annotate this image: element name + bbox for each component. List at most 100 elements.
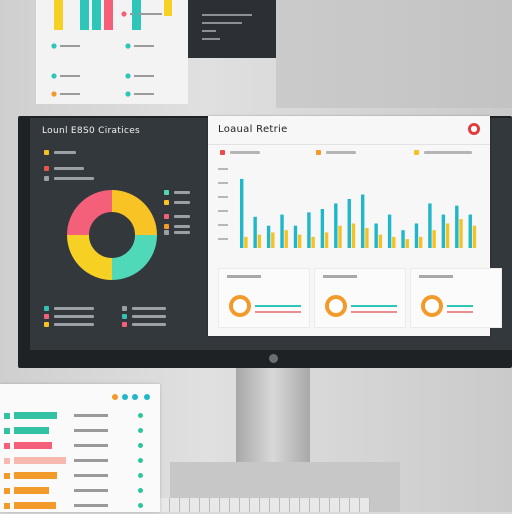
progress-bar [14, 472, 57, 479]
background-dashboard-print [36, 0, 188, 104]
bar[interactable] [472, 225, 477, 248]
stat-card[interactable] [314, 268, 406, 328]
list-item[interactable] [0, 481, 160, 499]
bar[interactable] [244, 236, 248, 248]
bar[interactable] [347, 198, 351, 248]
legend-label [424, 151, 472, 154]
bar[interactable] [441, 214, 446, 248]
bar[interactable] [401, 230, 405, 248]
row-chip [4, 443, 10, 449]
bar[interactable] [378, 234, 383, 248]
status-dot [121, 11, 127, 17]
legend-swatch [164, 224, 169, 229]
list-label [60, 45, 80, 47]
bar[interactable] [405, 239, 409, 248]
background-dark-panel [188, 0, 276, 58]
list-item[interactable] [0, 496, 160, 514]
legend-swatch [122, 306, 127, 311]
legend-swatch [44, 322, 49, 327]
bar[interactable] [459, 219, 463, 248]
bar[interactable] [334, 203, 338, 248]
window-control-dot[interactable] [112, 394, 118, 400]
legend-label [326, 151, 356, 154]
bar[interactable] [271, 232, 275, 248]
bar[interactable] [374, 223, 378, 248]
list-item[interactable] [0, 466, 160, 484]
bar[interactable] [280, 214, 284, 248]
bar[interactable] [455, 205, 459, 248]
chart-legend-item [316, 150, 356, 155]
bar[interactable] [320, 209, 325, 248]
bar[interactable] [324, 232, 329, 248]
stat-line [447, 311, 473, 313]
list-item[interactable] [0, 451, 160, 469]
progress-ring [421, 295, 443, 317]
bar[interactable] [253, 216, 257, 248]
bar[interactable] [257, 234, 262, 248]
bar[interactable] [365, 227, 369, 248]
status-dot [138, 443, 143, 448]
dark-line [202, 38, 220, 40]
bar[interactable] [392, 236, 396, 248]
bottom-legend-item [122, 314, 166, 319]
keyboard [160, 498, 370, 512]
bar[interactable] [428, 203, 432, 248]
status-dot [125, 73, 131, 79]
y-tick-label [218, 224, 228, 226]
bar[interactable] [266, 225, 271, 248]
bar[interactable] [432, 230, 436, 248]
bar[interactable] [297, 234, 302, 248]
legend-label [174, 231, 190, 234]
bar[interactable] [293, 225, 298, 248]
stat-card[interactable] [410, 268, 502, 328]
donut-slice [67, 190, 113, 236]
y-tick-label [218, 238, 228, 240]
bottom-legend-item [122, 322, 166, 327]
window-control-dot[interactable] [144, 394, 150, 400]
bar[interactable] [307, 212, 311, 248]
legend-label [132, 307, 166, 310]
legend-swatch [414, 150, 419, 155]
row-chip [4, 503, 10, 509]
status-dot [138, 458, 143, 463]
stat-line [255, 305, 301, 307]
bar[interactable] [338, 225, 342, 248]
legend-swatch [220, 150, 225, 155]
donut-legend-item [164, 200, 190, 205]
power-button[interactable] [269, 354, 278, 363]
donut-slice [111, 234, 157, 280]
bar[interactable] [240, 178, 244, 248]
legend-label [174, 225, 190, 228]
bar[interactable] [284, 230, 288, 248]
progress-bar [14, 502, 56, 509]
window-control-dot[interactable] [122, 394, 128, 400]
legend-swatch [316, 150, 321, 155]
tablet-device [0, 384, 160, 512]
bottom-legend-item [44, 322, 94, 327]
stat-line [351, 305, 397, 307]
background-strip [276, 0, 512, 108]
list-item[interactable] [0, 406, 160, 424]
list-item[interactable] [0, 436, 160, 454]
record-button[interactable]: ● [468, 123, 480, 135]
donut-legend-item [164, 230, 190, 235]
bar[interactable] [351, 223, 356, 248]
bottom-legend-item [44, 306, 94, 311]
list-label [134, 45, 154, 47]
bar [54, 0, 63, 30]
stat-card[interactable] [218, 268, 310, 328]
left-legend-row [44, 166, 84, 171]
bar[interactable] [311, 236, 315, 248]
status-dot [138, 473, 143, 478]
stat-line [351, 311, 397, 313]
bar[interactable] [414, 223, 419, 248]
bar[interactable] [445, 223, 450, 248]
window-control-dot[interactable] [132, 394, 138, 400]
legend-label [54, 307, 94, 310]
list-item[interactable] [0, 421, 160, 439]
bar[interactable] [468, 214, 472, 248]
bar[interactable] [418, 236, 423, 248]
legend-swatch [44, 176, 49, 181]
bar[interactable] [387, 214, 392, 248]
bar[interactable] [361, 194, 365, 248]
